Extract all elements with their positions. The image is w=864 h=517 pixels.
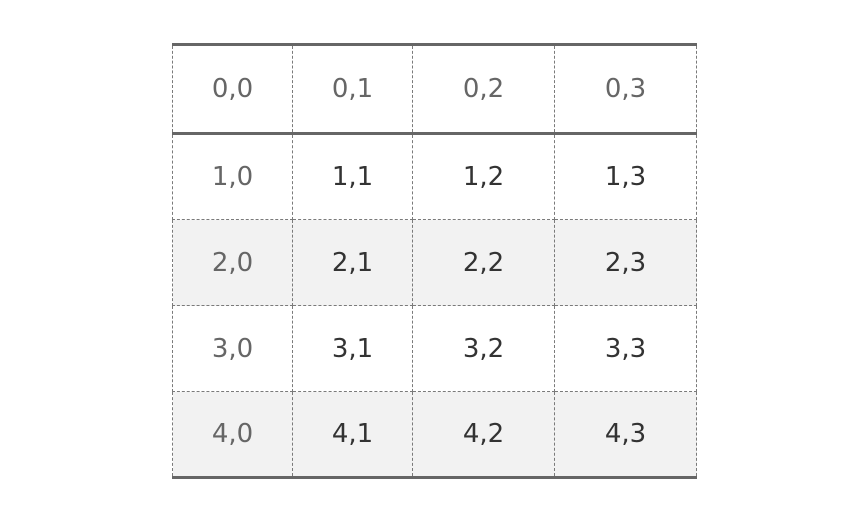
table-cell: 4,2 (412, 391, 555, 479)
table-cell: 1,0 (172, 133, 293, 220)
table-cell: 3,1 (292, 305, 413, 392)
header-cell: 0,1 (292, 43, 413, 135)
table-cell: 3,3 (554, 305, 697, 392)
table-row: 4,0 4,1 4,2 4,3 (172, 391, 697, 479)
table-cell: 1,1 (292, 133, 413, 220)
table-cell: 2,1 (292, 219, 413, 306)
header-cell: 0,0 (172, 43, 293, 135)
header-cell: 0,3 (554, 43, 697, 135)
table-row: 1,0 1,1 1,2 1,3 (172, 133, 697, 220)
table-cell: 4,1 (292, 391, 413, 479)
header-row: 0,0 0,1 0,2 0,3 (172, 43, 697, 135)
table-cell: 2,0 (172, 219, 293, 306)
table-cell: 4,0 (172, 391, 293, 479)
data-table: 0,0 0,1 0,2 0,3 1,0 1,1 1,2 1,3 2,0 2,1 … (172, 43, 697, 479)
table-row: 3,0 3,1 3,2 3,3 (172, 305, 697, 392)
table-cell: 3,2 (412, 305, 555, 392)
table-cell: 3,0 (172, 305, 293, 392)
table-cell: 4,3 (554, 391, 697, 479)
table-cell: 1,3 (554, 133, 697, 220)
table-cell: 1,2 (412, 133, 555, 220)
table-row: 2,0 2,1 2,2 2,3 (172, 219, 697, 306)
table-cell: 2,3 (554, 219, 697, 306)
table-cell: 2,2 (412, 219, 555, 306)
header-cell: 0,2 (412, 43, 555, 135)
